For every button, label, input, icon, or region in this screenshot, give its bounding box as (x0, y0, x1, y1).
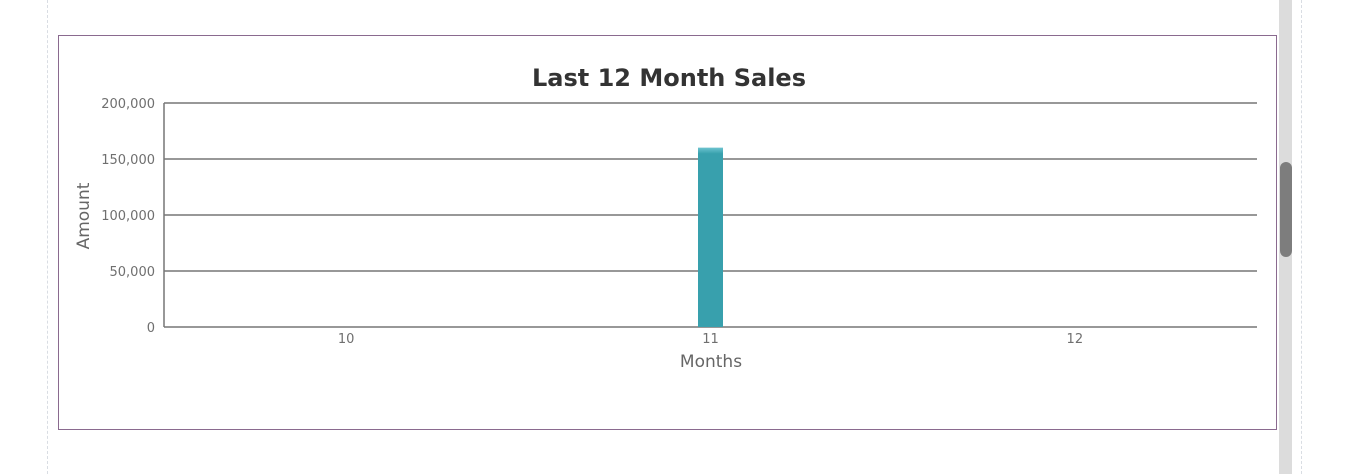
x-tick-label: 10 (338, 332, 355, 347)
layout-guide-left (47, 0, 48, 474)
chart-bars (698, 147, 723, 327)
bar[interactable] (698, 147, 723, 327)
x-axis-label: Months (680, 352, 742, 372)
y-tick-label: 150,000 (101, 153, 155, 168)
y-tick-label: 0 (147, 321, 155, 336)
y-tick-label: 200,000 (101, 97, 155, 112)
bar-highlight (698, 147, 723, 154)
chart-panel (58, 35, 1277, 430)
chart-title: Last 12 Month Sales (532, 64, 806, 92)
y-axis-label: Amount (74, 182, 94, 249)
layout-guide-right (1301, 0, 1302, 474)
y-axis-ticks: 0 50,000 100,000 150,000 200,000 (101, 97, 155, 336)
y-tick-label: 100,000 (101, 209, 155, 224)
x-tick-label: 12 (1067, 332, 1084, 347)
scrollbar-thumb[interactable] (1280, 162, 1292, 257)
x-tick-label: 11 (702, 332, 719, 347)
x-axis-ticks: 10 11 12 (338, 332, 1083, 347)
y-tick-label: 50,000 (110, 265, 156, 280)
